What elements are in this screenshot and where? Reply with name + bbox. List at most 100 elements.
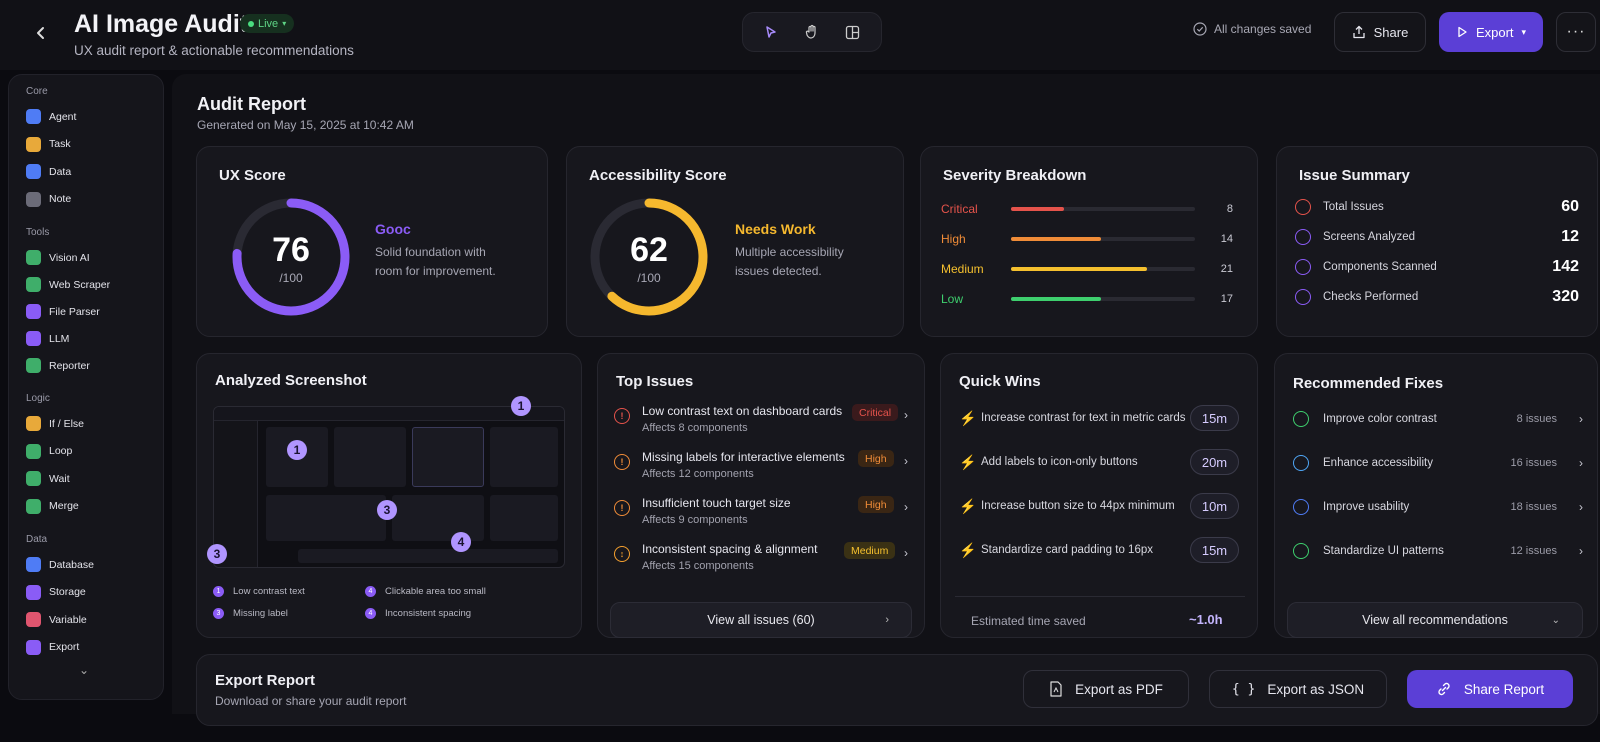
bolt-icon: ⚡ [959, 497, 977, 514]
chevron-right-icon: › [904, 500, 908, 514]
estimate-value: ~1.0h [1189, 612, 1223, 627]
issue-marker[interactable]: 3 [207, 544, 227, 564]
node-sidebar: Core Agent Task Data Note Tools Vision AI Web S… [8, 74, 164, 700]
issue-marker[interactable]: 4 [451, 532, 471, 552]
divider [955, 596, 1245, 597]
pan-tool-button[interactable] [797, 17, 827, 47]
export-label: Export [1475, 24, 1514, 40]
quick-win-row[interactable]: ⚡ Increase button size to 44px minimum 10m [959, 491, 1239, 521]
legend-item: 4 Inconsistent spacing [365, 608, 471, 619]
quick-win-row[interactable]: ⚡ Increase contrast for text in metric ca… [959, 403, 1239, 433]
storage-icon [26, 584, 41, 600]
sidebar-item[interactable]: If / Else [26, 416, 84, 431]
check-circle-icon [1193, 22, 1207, 36]
chevron-down-icon: ▾ [282, 19, 287, 28]
fix-row[interactable]: Standardize UI patterns 12 issues › [1293, 540, 1583, 562]
sidebar-item[interactable]: Wait [26, 471, 70, 486]
sidebar-item-label: LLM [49, 332, 70, 345]
sidebar-item[interactable]: Web Scraper [26, 277, 110, 292]
fix-row[interactable]: Enhance accessibility 16 issues › [1293, 452, 1583, 474]
severity-bar-fill [1011, 237, 1102, 241]
fix-row[interactable]: Improve usability 18 issues › [1293, 496, 1583, 518]
analyzed-screenshot-card: Analyzed Screenshot 1 1 3 3 4 1 Low contr… [196, 353, 582, 638]
sidebar-item[interactable]: LLM [26, 331, 69, 346]
quick-win-row[interactable]: ⚡ Add labels to icon-only buttons 20m [959, 447, 1239, 477]
severity-count: 17 [1220, 293, 1233, 305]
sidebar-item[interactable]: Reporter [26, 358, 90, 373]
sidebar-item[interactable]: Merge [26, 498, 79, 514]
chevron-right-icon: › [1579, 544, 1583, 558]
legend-dot-icon: 4 [365, 608, 376, 619]
sidebar-item[interactable]: Data [26, 164, 71, 179]
view-all-recommendations-button[interactable]: View all recommendations ⌄ [1287, 602, 1583, 638]
sidebar-item[interactable]: Loop [26, 443, 72, 459]
summary-label: Total Issues [1323, 201, 1384, 213]
view-all-issues-button[interactable]: View all issues (60) › [610, 602, 912, 638]
legend-dot-icon: 3 [213, 608, 224, 619]
sidebar-item[interactable]: Variable [26, 612, 87, 627]
sidebar-item[interactable]: Export [26, 639, 79, 655]
live-label: Live [258, 17, 279, 30]
severity-count: 8 [1226, 203, 1233, 215]
export-json-button[interactable]: { } Export as JSON [1209, 670, 1387, 708]
recommended-fixes-card: Recommended Fixes View all recommendatio… [1274, 353, 1598, 638]
check-icon [1295, 289, 1311, 305]
sidebar-item[interactable]: Database [26, 557, 94, 572]
screen-icon [1295, 229, 1311, 245]
fix-row[interactable]: Improve color contrast 8 issues › [1293, 408, 1583, 430]
issue-severity-icon: ! [614, 454, 630, 470]
share-report-button[interactable]: Share Report [1407, 670, 1573, 708]
select-tool-button[interactable] [756, 17, 786, 47]
ux-score-card: UX Score 76 /100 Gooc Solid foundation w… [196, 146, 548, 337]
legend-dot-icon: 1 [213, 586, 224, 597]
issue-marker[interactable]: 3 [377, 500, 397, 520]
sidebar-item[interactable]: Storage [26, 584, 86, 600]
issue-row[interactable]: ! Insufficient touch target size Affects 9… [614, 496, 908, 542]
merge-icon [26, 498, 41, 514]
issue-affected: Affects 12 components [642, 468, 754, 480]
ux-score-gauge [232, 198, 350, 316]
export-button[interactable]: Export ▾ [1439, 12, 1543, 52]
issue-severity-badge: Critical [852, 404, 899, 421]
issue-row[interactable]: ↕ Inconsistent spacing & alignment Affects… [614, 542, 908, 588]
severity-label: High [941, 232, 966, 246]
severity-count: 21 [1220, 263, 1233, 275]
chevron-down-icon: ▾ [1521, 26, 1527, 37]
sidebar-item-label: Merge [49, 500, 79, 512]
sidebar-item[interactable]: Task [26, 136, 71, 152]
sidebar-item[interactable]: Note [26, 191, 71, 207]
bolt-icon: ⚡ [959, 541, 977, 558]
accessibility-score-desc-1: Multiple accessibility [735, 245, 844, 259]
issue-severity-icon: ! [614, 500, 630, 516]
pattern-icon [1293, 543, 1309, 559]
quick-win-row[interactable]: ⚡ Standardize card padding to 16px 15m [959, 535, 1239, 565]
issue-marker[interactable]: 1 [511, 396, 531, 416]
play-icon [1458, 26, 1467, 38]
sidebar-item[interactable]: File Parser [26, 304, 100, 319]
sidebar-item[interactable]: Agent [26, 109, 76, 124]
screenshot-thumbnail[interactable] [213, 406, 565, 568]
issue-marker[interactable]: 1 [287, 440, 307, 460]
bolt-icon: ⚡ [959, 409, 977, 426]
fixes-title: Recommended Fixes [1293, 375, 1444, 392]
share-button[interactable]: Share [1334, 12, 1426, 52]
severity-bar-track [1011, 237, 1195, 241]
severity-row: Medium 21 [941, 259, 1235, 279]
severity-bar-fill [1011, 207, 1065, 211]
layout-tool-button[interactable] [838, 17, 868, 47]
issue-row[interactable]: ! Low contrast text on dashboard cards Aff… [614, 404, 908, 450]
live-badge[interactable]: Live ▾ [240, 14, 295, 33]
ux-score-desc-1: Solid foundation with [375, 245, 486, 259]
quick-win-time: 15m [1190, 405, 1239, 431]
sidebar-collapse-chevron-icon[interactable]: ⌄ [79, 663, 90, 677]
more-options-button[interactable]: ··· [1556, 12, 1596, 52]
back-button[interactable] [28, 20, 54, 46]
sidebar-group-label: Core [26, 86, 48, 97]
export-pdf-button[interactable]: Export as PDF [1023, 670, 1189, 708]
sidebar-item[interactable]: Vision AI [26, 250, 90, 265]
quick-win-label: Add labels to icon-only buttons [981, 456, 1138, 468]
summary-label: Components Scanned [1323, 261, 1437, 273]
issue-row[interactable]: ! Missing labels for interactive elements… [614, 450, 908, 496]
alert-icon [1295, 199, 1311, 215]
sidebar-item-label: Data [49, 165, 72, 178]
